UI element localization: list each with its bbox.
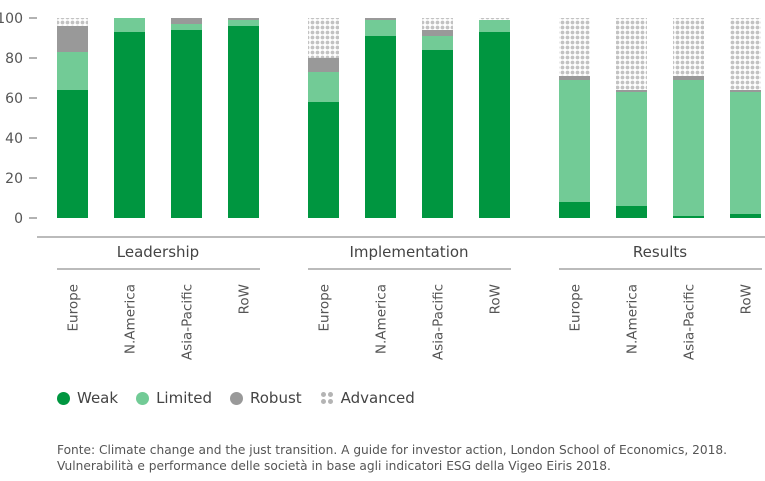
bar-segment-limited [365, 20, 396, 36]
category-label: RoW [739, 284, 755, 314]
bar-segment-weak [365, 36, 396, 218]
bar-segment-weak [114, 32, 145, 218]
category-label: Asia-Pacific [431, 284, 447, 360]
bar-segment-robust [616, 90, 647, 92]
bar-segment-limited [228, 20, 259, 26]
legend-item-advanced: Advanced [320, 389, 415, 407]
y-tick-label: 20 [5, 171, 23, 187]
legend-label-robust: Robust [250, 389, 302, 407]
y-axis: 0 20 40 60 80 100 [0, 11, 765, 238]
source-line-2: Vulnerabilità e performance delle societ… [57, 459, 611, 473]
category-label: N.America [123, 284, 139, 354]
legend-swatch-advanced [320, 391, 334, 405]
bar-segment-robust [57, 26, 88, 52]
legend-label-limited: Limited [156, 389, 212, 407]
category-label: N.America [625, 284, 641, 354]
legend: Weak Limited Robust Advanced [57, 389, 433, 407]
bar-segment-robust [559, 76, 590, 80]
group-label: Leadership [117, 243, 199, 261]
bar-segment-advanced [730, 18, 761, 90]
y-tick-label: 80 [5, 51, 23, 67]
legend-swatch-weak [57, 391, 70, 405]
legend-swatch-limited [136, 391, 150, 405]
bar-segment-advanced [422, 18, 453, 30]
bar-segment-robust [422, 30, 453, 36]
bar-segment-advanced [673, 18, 704, 76]
legend-item-robust: Robust [230, 389, 302, 407]
bar-segment-limited [57, 52, 88, 90]
bar-segment-limited [673, 80, 704, 216]
bar-segment-weak [479, 32, 510, 218]
bar-segment-weak [559, 202, 590, 218]
legend-label-weak: Weak [77, 389, 119, 407]
bar-segment-weak [616, 206, 647, 218]
bar-segment-robust [730, 90, 761, 92]
y-tick-label: 40 [5, 131, 23, 147]
stacked-bar-chart: 0 20 40 60 80 100 Europe N.America Asia-Pacific… [0, 11, 765, 360]
source-note: Fonte: Climate change and the just trans… [57, 442, 727, 474]
bar-segment-limited [114, 18, 145, 32]
y-tick-label: 0 [14, 211, 23, 227]
category-label: N.America [374, 284, 390, 354]
group-label: Implementation [349, 243, 468, 261]
bar-segment-limited [730, 92, 761, 214]
bar-segment-weak [422, 50, 453, 218]
bar-segment-advanced [559, 18, 590, 76]
category-label: Europe [317, 284, 333, 331]
bar-segment-weak [228, 26, 259, 218]
category-label: Europe [66, 284, 82, 331]
legend-item-limited: Limited [136, 389, 212, 407]
bar-segment-weak [730, 214, 761, 218]
bars [57, 18, 761, 218]
bar-segment-advanced [616, 18, 647, 90]
category-label: Asia-Pacific [180, 284, 196, 360]
legend-label-advanced: Advanced [340, 389, 415, 407]
bar-segment-limited [171, 24, 202, 30]
bar-segment-robust [171, 18, 202, 24]
category-label: Europe [568, 284, 584, 331]
bar-segment-robust [673, 76, 704, 80]
bar-segment-robust [228, 18, 259, 20]
bar-segment-limited [559, 80, 590, 202]
category-label: Asia-Pacific [682, 284, 698, 360]
bar-segment-advanced [479, 18, 510, 20]
bar-segment-robust [365, 18, 396, 20]
bar-segment-weak [308, 102, 339, 218]
bar-segment-weak [673, 216, 704, 218]
bar-segment-advanced [308, 18, 339, 58]
bar-segment-weak [171, 30, 202, 218]
legend-swatch-robust [230, 391, 243, 405]
category-axis: Europe N.America Asia-Pacific RoW Leadership… [57, 243, 762, 360]
category-label: RoW [237, 284, 253, 314]
bar-segment-limited [422, 36, 453, 50]
bar-segment-limited [616, 92, 647, 206]
bar-segment-advanced [57, 18, 88, 26]
group-label: Results [633, 243, 687, 261]
source-line-1: Fonte: Climate change and the just trans… [57, 443, 727, 457]
bar-segment-limited [308, 72, 339, 102]
bar-segment-robust [308, 58, 339, 72]
bar-segment-limited [479, 20, 510, 32]
y-tick-label: 60 [5, 91, 23, 107]
legend-item-weak: Weak [57, 389, 118, 407]
bar-segment-weak [57, 90, 88, 218]
y-tick-label: 100 [0, 11, 23, 27]
category-label: RoW [488, 284, 504, 314]
